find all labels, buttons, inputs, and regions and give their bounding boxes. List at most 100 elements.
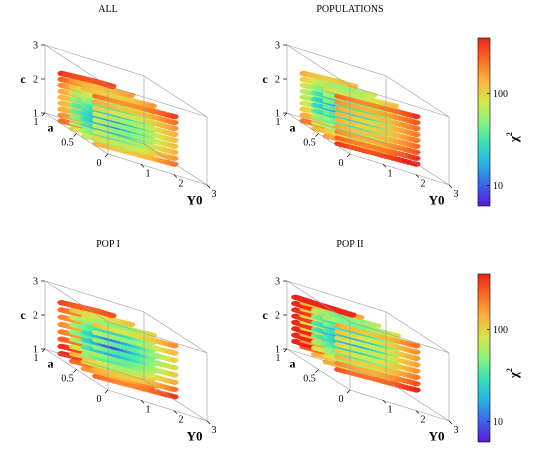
y-tick bbox=[346, 153, 351, 158]
x-axis-label-text: Υ0 bbox=[429, 193, 445, 208]
colorbar-scale bbox=[478, 274, 490, 442]
surface-points bbox=[291, 294, 421, 393]
x-tick bbox=[415, 174, 420, 178]
surface-point bbox=[412, 349, 421, 355]
surface-point bbox=[170, 386, 179, 393]
x-tick-label: 2 bbox=[421, 415, 426, 426]
colorbar-top: 10 100 χ2 bbox=[477, 37, 521, 207]
x-tick-label: 2 bbox=[179, 179, 184, 190]
y-axis-label: a bbox=[290, 121, 296, 135]
z-tick-label: 2 bbox=[33, 75, 38, 86]
surface-point bbox=[356, 314, 365, 321]
x-tick-label: 1 bbox=[388, 404, 393, 415]
axis-ticks bbox=[41, 44, 211, 189]
x-tick bbox=[140, 164, 145, 168]
surface-point bbox=[170, 120, 179, 126]
x-tick bbox=[448, 420, 453, 425]
x-tick bbox=[206, 184, 211, 189]
x-tick-label: 1 bbox=[388, 168, 393, 179]
x-axis-label: Υ0 bbox=[187, 429, 203, 444]
box-edge bbox=[44, 280, 109, 323]
y-tick-label: 0.5 bbox=[303, 138, 316, 149]
surface-point bbox=[170, 372, 179, 378]
box-edge bbox=[143, 143, 208, 186]
y-tick-label: 1 bbox=[276, 117, 281, 128]
x-tick-label: 3 bbox=[454, 189, 459, 200]
y-tick bbox=[73, 369, 77, 373]
surface-point bbox=[170, 125, 179, 132]
y-tick bbox=[73, 133, 77, 137]
y-tick bbox=[41, 112, 46, 117]
y-tick bbox=[315, 133, 319, 137]
box-edge bbox=[286, 348, 387, 381]
surface-point bbox=[170, 149, 179, 155]
z-tick-label: 2 bbox=[33, 311, 38, 322]
box-edge bbox=[44, 280, 145, 313]
surface-point bbox=[348, 312, 357, 318]
z-axis-label: c bbox=[20, 308, 26, 322]
surface-point bbox=[373, 323, 382, 329]
surface-point bbox=[390, 103, 399, 109]
box-edge bbox=[107, 85, 208, 118]
box-edge bbox=[143, 311, 208, 354]
panel-title: ALL bbox=[98, 4, 117, 15]
x-tick bbox=[206, 420, 211, 425]
box-edge bbox=[286, 112, 387, 145]
z-tick-label: 1 bbox=[275, 109, 280, 120]
colorbar-frame bbox=[477, 37, 491, 207]
panel-populations: POPULATIONS 1 2 3 0 0.5 1 1 2 3 c a Υ0 bbox=[262, 4, 458, 208]
box-edge bbox=[385, 143, 450, 186]
x-tick-label: 1 bbox=[146, 404, 151, 415]
z-tick-label: 1 bbox=[275, 345, 280, 356]
y-tick-label: 0.5 bbox=[61, 138, 74, 149]
z-axis-label: c bbox=[262, 72, 268, 86]
z-tick-label: 3 bbox=[33, 41, 38, 52]
y-tick-label: 0 bbox=[97, 394, 102, 405]
axis-ticks bbox=[283, 44, 453, 189]
colorbar-ticks bbox=[487, 329, 490, 422]
surface-point bbox=[412, 355, 421, 362]
colorbar-tick-label: 100 bbox=[493, 89, 508, 100]
surface-point bbox=[412, 125, 421, 132]
panel-title: POP I bbox=[96, 239, 120, 250]
box-edge bbox=[385, 379, 450, 422]
x-tick bbox=[415, 410, 420, 414]
surface-point bbox=[170, 143, 179, 149]
x-tick bbox=[382, 164, 387, 168]
y-tick-label: 0.5 bbox=[61, 374, 74, 385]
surface-points bbox=[57, 70, 179, 167]
surface-point bbox=[412, 114, 421, 120]
surface-point bbox=[412, 374, 421, 380]
box-edge bbox=[286, 280, 387, 313]
surface-point bbox=[412, 155, 421, 161]
surface-point bbox=[108, 313, 117, 319]
surface-point bbox=[170, 394, 179, 400]
surface-point bbox=[170, 137, 179, 143]
box-edge bbox=[286, 280, 351, 323]
z-tick-label: 2 bbox=[275, 311, 280, 322]
axis-ticks bbox=[41, 280, 211, 425]
box-edge bbox=[349, 85, 450, 118]
surface-point bbox=[412, 387, 421, 393]
surface-point bbox=[170, 161, 179, 167]
surface-point bbox=[170, 379, 179, 385]
surface-point bbox=[412, 131, 421, 138]
y-tick bbox=[283, 348, 288, 353]
box-edge bbox=[385, 75, 450, 118]
colorbar-bottom: 10 100 χ2 bbox=[477, 273, 521, 443]
box-edge bbox=[286, 44, 351, 87]
box-edge bbox=[385, 311, 450, 354]
z-tick-label: 3 bbox=[33, 277, 38, 288]
z-tick-label: 3 bbox=[275, 277, 280, 288]
box-edge bbox=[107, 321, 208, 354]
x-tick bbox=[448, 184, 453, 189]
box-edge bbox=[349, 321, 450, 354]
colorbar-label: χ2 bbox=[505, 368, 521, 379]
surface-point bbox=[170, 155, 179, 161]
x-tick bbox=[173, 174, 178, 178]
x-tick-label: 3 bbox=[212, 425, 217, 436]
box-edge bbox=[143, 75, 208, 118]
surface-point bbox=[148, 103, 157, 109]
colorbar-tick-label: 10 bbox=[493, 181, 503, 192]
